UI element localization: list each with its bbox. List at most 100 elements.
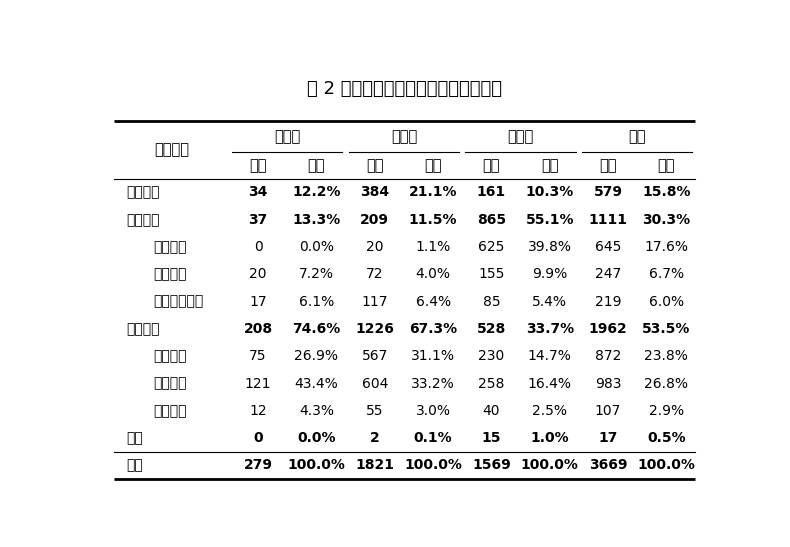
Text: 39.8%: 39.8% <box>528 240 572 254</box>
Text: 117: 117 <box>362 295 388 309</box>
Text: 208: 208 <box>243 322 273 336</box>
Text: 20: 20 <box>250 267 267 281</box>
Text: 6.7%: 6.7% <box>649 267 684 281</box>
Text: 科研单位: 科研单位 <box>153 267 186 281</box>
Text: 55.1%: 55.1% <box>525 213 574 227</box>
Text: 17: 17 <box>250 295 267 309</box>
Text: 总计: 总计 <box>628 129 646 144</box>
Text: 37: 37 <box>249 213 268 227</box>
Text: 国有企业: 国有企业 <box>153 350 186 363</box>
Text: 企业单位: 企业单位 <box>126 322 160 336</box>
Text: 604: 604 <box>362 376 388 391</box>
Text: 567: 567 <box>362 350 388 363</box>
Text: 5.4%: 5.4% <box>532 295 567 309</box>
Text: 高等院校: 高等院校 <box>153 240 186 254</box>
Text: 279: 279 <box>243 458 273 473</box>
Text: 4.3%: 4.3% <box>299 404 334 418</box>
Text: 258: 258 <box>478 376 505 391</box>
Text: 33.2%: 33.2% <box>411 376 455 391</box>
Text: 2: 2 <box>370 431 380 445</box>
Text: 85: 85 <box>483 295 500 309</box>
Text: 3.0%: 3.0% <box>416 404 450 418</box>
Text: 865: 865 <box>477 213 506 227</box>
Text: 外资企业: 外资企业 <box>153 404 186 418</box>
Text: 硕士生: 硕士生 <box>391 129 417 144</box>
Text: 40: 40 <box>483 404 500 418</box>
Text: 14.7%: 14.7% <box>528 350 572 363</box>
Text: 53.5%: 53.5% <box>642 322 690 336</box>
Text: 人数: 人数 <box>600 158 617 173</box>
Text: 17.6%: 17.6% <box>645 240 688 254</box>
Text: 219: 219 <box>595 295 621 309</box>
Text: 0.1%: 0.1% <box>414 431 453 445</box>
Text: 26.9%: 26.9% <box>295 350 338 363</box>
Text: 博士生: 博士生 <box>507 129 534 144</box>
Text: 100.0%: 100.0% <box>521 458 578 473</box>
Text: 合计: 合计 <box>126 458 144 473</box>
Text: 33.7%: 33.7% <box>525 322 574 336</box>
Text: 2.9%: 2.9% <box>649 404 684 418</box>
Text: 100.0%: 100.0% <box>288 458 345 473</box>
Text: 31.1%: 31.1% <box>411 350 455 363</box>
Text: 34: 34 <box>248 185 268 200</box>
Text: 本科生: 本科生 <box>274 129 300 144</box>
Text: 单位性质: 单位性质 <box>154 142 189 158</box>
Text: 3669: 3669 <box>589 458 627 473</box>
Text: 1569: 1569 <box>472 458 511 473</box>
Text: 10.3%: 10.3% <box>525 185 574 200</box>
Text: 121: 121 <box>245 376 271 391</box>
Text: 17: 17 <box>598 431 618 445</box>
Text: 9.9%: 9.9% <box>532 267 567 281</box>
Text: 161: 161 <box>477 185 506 200</box>
Text: 部队: 部队 <box>126 431 144 445</box>
Text: 人数: 人数 <box>366 158 383 173</box>
Text: 100.0%: 100.0% <box>404 458 462 473</box>
Text: 其他事业单位: 其他事业单位 <box>153 295 203 309</box>
Text: 人数: 人数 <box>483 158 500 173</box>
Text: 12: 12 <box>250 404 267 418</box>
Text: 4.0%: 4.0% <box>416 267 450 281</box>
Text: 645: 645 <box>595 240 621 254</box>
Text: 209: 209 <box>360 213 389 227</box>
Text: 625: 625 <box>478 240 505 254</box>
Text: 983: 983 <box>595 376 621 391</box>
Text: 247: 247 <box>595 267 621 281</box>
Text: 579: 579 <box>593 185 623 200</box>
Text: 21.1%: 21.1% <box>408 185 457 200</box>
Text: 26.8%: 26.8% <box>645 376 688 391</box>
Text: 人数: 人数 <box>250 158 267 173</box>
Text: 43.4%: 43.4% <box>295 376 338 391</box>
Text: 872: 872 <box>595 350 621 363</box>
Text: 6.1%: 6.1% <box>299 295 334 309</box>
Text: 384: 384 <box>360 185 389 200</box>
Text: 7.2%: 7.2% <box>299 267 334 281</box>
Text: 15.8%: 15.8% <box>642 185 690 200</box>
Text: 0: 0 <box>254 431 263 445</box>
Text: 1.0%: 1.0% <box>530 431 569 445</box>
Text: 74.6%: 74.6% <box>292 322 340 336</box>
Text: 比例: 比例 <box>657 158 675 173</box>
Text: 民营企业: 民营企业 <box>153 376 186 391</box>
Text: 75: 75 <box>250 350 267 363</box>
Text: 6.0%: 6.0% <box>649 295 684 309</box>
Text: 230: 230 <box>478 350 505 363</box>
Text: 72: 72 <box>366 267 383 281</box>
Text: 比例: 比例 <box>424 158 442 173</box>
Text: 107: 107 <box>595 404 621 418</box>
Text: 1821: 1821 <box>356 458 394 473</box>
Text: 23.8%: 23.8% <box>645 350 688 363</box>
Text: 比例: 比例 <box>307 158 325 173</box>
Text: 表 2 签三方就业毕业生的单位性质分布: 表 2 签三方就业毕业生的单位性质分布 <box>307 80 502 98</box>
Text: 0.0%: 0.0% <box>299 240 334 254</box>
Text: 67.3%: 67.3% <box>409 322 457 336</box>
Text: 55: 55 <box>366 404 383 418</box>
Text: 16.4%: 16.4% <box>528 376 572 391</box>
Text: 0.0%: 0.0% <box>297 431 336 445</box>
Text: 15: 15 <box>482 431 501 445</box>
Text: 528: 528 <box>476 322 506 336</box>
Text: 20: 20 <box>366 240 383 254</box>
Text: 1226: 1226 <box>356 322 394 336</box>
Text: 0.5%: 0.5% <box>647 431 686 445</box>
Text: 30.3%: 30.3% <box>642 213 690 227</box>
Text: 事业单位: 事业单位 <box>126 213 160 227</box>
